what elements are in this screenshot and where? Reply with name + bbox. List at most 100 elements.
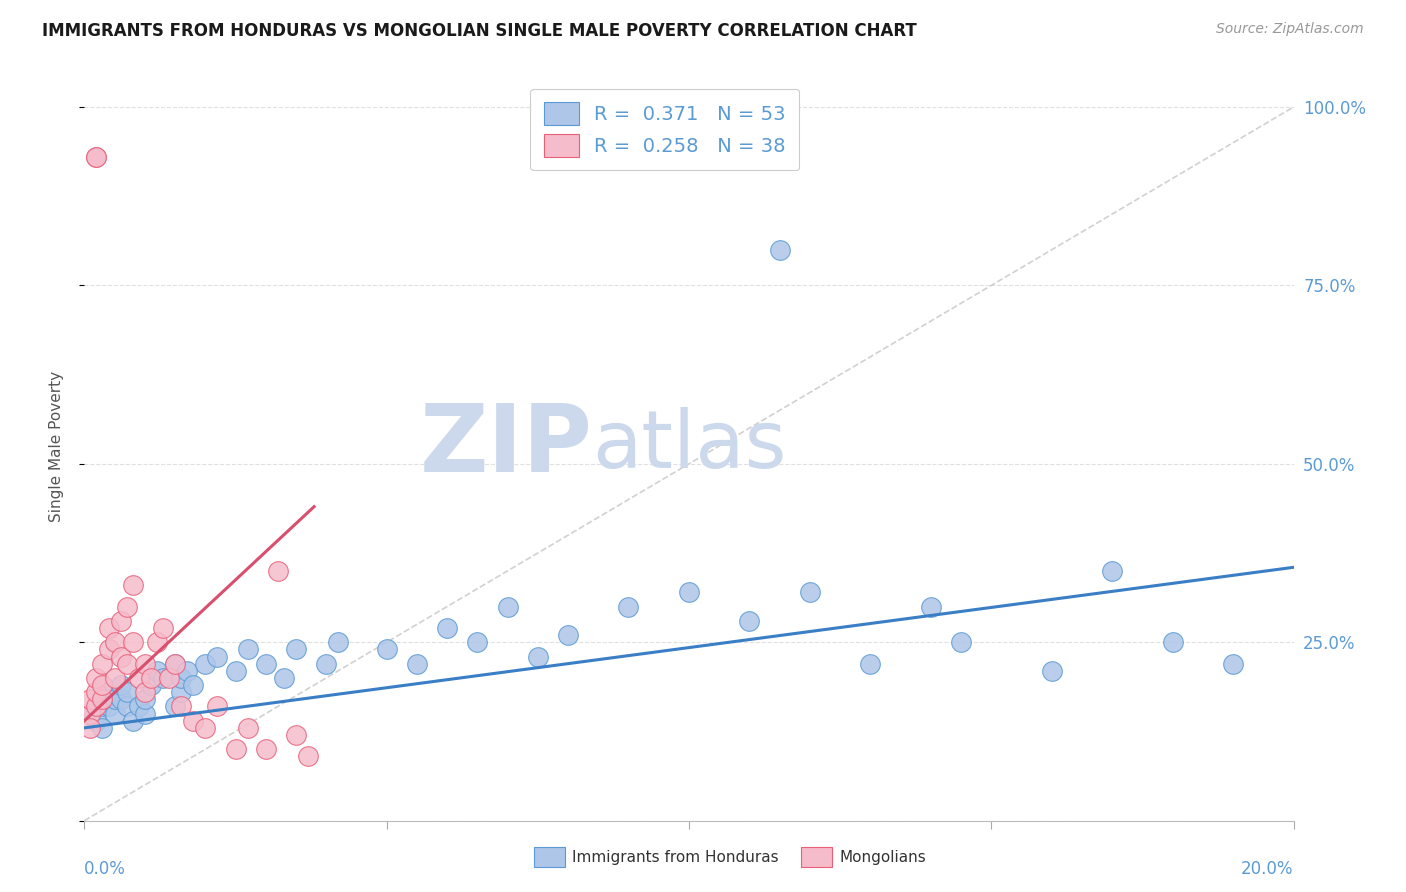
Point [165,657,187,671]
Point [115,657,138,671]
Point [207,699,229,714]
Point [115,685,138,699]
Point [146,635,169,649]
Legend: R =  0.371   N = 53, R =  0.258   N = 38: R = 0.371 N = 53, R = 0.258 N = 38 [530,88,800,170]
Point [146,664,169,678]
Text: ZIP: ZIP [419,400,592,492]
Point [139,671,162,685]
Point [207,649,229,664]
Point [557,628,579,642]
Text: atlas: atlas [592,407,786,485]
Point [799,585,821,599]
Point [121,578,143,592]
Point [170,685,193,699]
Point [121,714,143,728]
Point [236,642,259,657]
Point [97,685,120,699]
Point [285,642,308,657]
Point [86,714,108,728]
Point [436,621,458,635]
Point [254,657,277,671]
Point [194,657,217,671]
Point [273,671,295,685]
Point [91,678,114,692]
Point [297,749,319,764]
Point [165,657,187,671]
Point [170,671,193,685]
Point [1222,657,1244,671]
Point [467,635,489,649]
Text: IMMIGRANTS FROM HONDURAS VS MONGOLIAN SINGLE MALE POVERTY CORRELATION CHART: IMMIGRANTS FROM HONDURAS VS MONGOLIAN SI… [42,22,917,40]
Point [165,699,187,714]
Point [738,614,761,628]
Point [86,685,108,699]
Point [406,657,429,671]
Point [678,585,700,599]
Point [181,678,204,692]
Point [225,742,247,756]
Point [91,657,114,671]
Point [170,699,193,714]
Point [79,706,101,721]
Point [115,599,138,614]
Point [104,635,127,649]
Point [110,614,132,628]
Point [79,692,101,706]
Text: Source: ZipAtlas.com: Source: ZipAtlas.com [1216,22,1364,37]
Y-axis label: Single Male Poverty: Single Male Poverty [49,370,63,522]
Point [225,664,247,678]
Point [110,678,132,692]
Point [496,599,519,614]
Point [1040,664,1063,678]
Point [104,692,127,706]
Point [181,714,204,728]
Text: 0.0%: 0.0% [84,860,127,878]
Point [115,699,138,714]
Point [91,699,114,714]
Point [110,649,132,664]
Point [104,671,127,685]
Point [157,671,180,685]
Point [128,671,150,685]
Point [134,657,156,671]
Point [1101,564,1123,578]
Point [97,642,120,657]
Point [104,706,127,721]
Point [769,243,792,257]
Point [86,150,108,164]
Point [176,664,198,678]
Point [86,671,108,685]
Point [1161,635,1184,649]
Text: Immigrants from Honduras: Immigrants from Honduras [572,850,779,864]
Point [285,728,308,742]
Point [134,692,156,706]
Point [79,706,101,721]
Point [375,642,398,657]
Point [134,685,156,699]
Text: Mongolians: Mongolians [839,850,927,864]
Point [920,599,942,614]
Point [328,635,350,649]
Point [859,657,882,671]
Point [139,678,162,692]
Point [236,721,259,735]
Point [267,564,290,578]
Point [121,635,143,649]
Point [134,706,156,721]
Point [97,699,120,714]
Point [86,699,108,714]
Point [128,699,150,714]
Point [91,721,114,735]
Point [950,635,973,649]
Text: 20.0%: 20.0% [1241,860,1294,878]
Point [527,649,550,664]
Point [110,692,132,706]
Point [91,692,114,706]
Point [86,150,108,164]
Point [79,721,101,735]
Point [194,721,217,735]
Point [152,621,174,635]
Point [315,657,337,671]
Point [152,671,174,685]
Point [97,621,120,635]
